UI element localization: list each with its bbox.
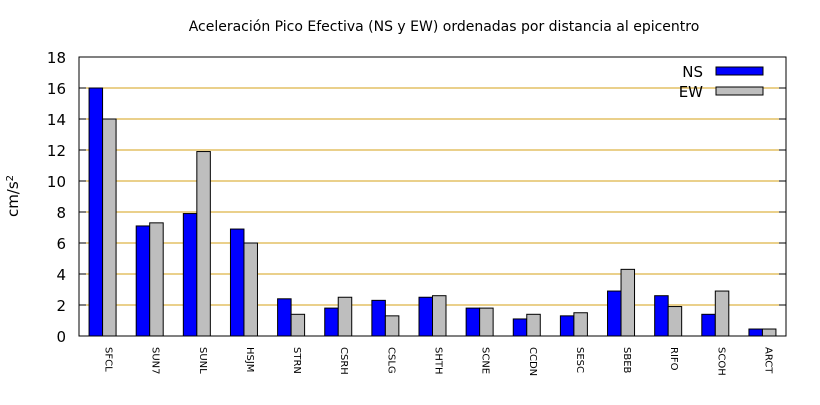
bar-ew-ccdn [526,313,541,337]
x-tick-label: SCNE [480,347,491,374]
legend-swatch-ns [715,66,764,76]
chart-title: Aceleración Pico Efectiva (NS y EW) orde… [189,19,700,35]
y-tick-labels: 0 2 4 6 8 10 12 14 16 18 [47,49,66,346]
y-tick-label: 12 [47,142,66,160]
x-tick-label: SUN7 [150,347,161,375]
y-tick-label: 8 [56,204,66,222]
bar-ns-hsjm [229,228,245,337]
x-tick-label: SESC [574,347,585,373]
y-tick-label: 16 [47,80,66,98]
x-tick-label: ARCT [762,347,773,374]
axes [78,56,787,337]
x-tick-label: CSRH [338,347,349,375]
x-tick-label: STRN [291,347,302,374]
x-tick-label: SCOH [715,347,726,376]
x-tick-label: SBEB [621,347,632,374]
bar-ew-sbeb [620,268,636,337]
y-tick-label: 2 [56,297,66,315]
bar-ns-ccdn [512,318,528,337]
bar-ew-sfcl [102,118,117,337]
bar-ns-cslg [371,299,386,337]
bar-ns-sesc [559,315,575,337]
y-tick-label: 4 [56,266,66,284]
bar-ew-scne [479,307,494,337]
x-tick-label: CSLG [385,347,396,374]
legend-label-ns: NS [682,63,703,81]
legend-swatch-ew [715,86,764,96]
bar-ew-sun7 [149,222,164,337]
y-tick-label: 10 [47,173,66,191]
bar-ew-strn [290,313,306,337]
bar-ew-scoh [714,290,730,337]
x-tick-label: CCDN [527,347,538,376]
bar-ew-csrh [337,296,353,337]
bar-ns-shth [418,296,433,337]
bar-ns-scoh [701,313,716,337]
legend-label-ew: EW [679,83,703,101]
bar-ns-arct [748,328,763,337]
plot-border [78,56,787,337]
bar-ew-rifo [667,306,683,337]
x-tick-label: SFCL [103,347,114,372]
y-axis-label: cm/s2 [4,175,22,217]
bar-ew-hsjm [243,242,258,337]
legend: NS EW [679,63,764,101]
y-tick-label: 18 [47,49,66,67]
bar-ew-sesc [573,312,588,337]
x-tick-label: SHTH [433,347,444,375]
bar-ns-strn [277,298,292,337]
x-tick-label: RIFO [668,347,679,371]
bar-ns-sun7 [135,225,151,337]
y-tick-label: 0 [56,328,66,346]
bar-ew-arct [761,328,777,337]
bar-ns-csrh [324,307,339,337]
x-tick-label: SUNL [197,347,208,374]
y-axis-label-unit: cm/s [4,181,22,217]
bar-ns-sbeb [607,290,622,337]
bar-ns-scne [465,307,481,337]
x-tick-label: HSJM [244,347,255,372]
y-tick-label: 6 [56,235,66,253]
bar-ns-rifo [654,295,669,337]
bar-ns-sfcl [88,87,104,337]
bar-ew-cslg [384,315,400,337]
bar-ew-sunl [196,151,211,337]
y-axis-label-exponent: 2 [5,175,16,181]
bar-ew-shth [432,295,447,337]
x-tick-labels: SFCL SUN7 SUNL HSJM STRN CSRH CSLG SHTH SCNE CCDN… [103,347,774,376]
y-tick-label: 14 [47,111,66,129]
bar-ns-sunl [182,213,198,337]
